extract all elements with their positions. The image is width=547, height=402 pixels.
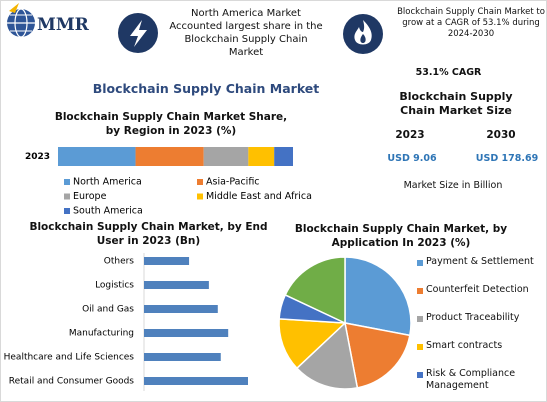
main-title: Blockchain Supply Chain Market [92,81,320,96]
chart-title: Blockchain Supply Chain Market Share, by… [54,111,288,137]
bar [144,353,221,361]
size-value: USD 9.06 [387,153,437,164]
size-note: Market Size in Billion [403,180,503,191]
legend-swatch [64,208,70,214]
pie-slice [344,256,412,337]
y-tick-label: Manufacturing [69,329,134,339]
market-size-title: Blockchain Supply Chain Market Size [399,90,513,118]
y-tick-label: Retail and Consumer Goods [9,377,135,387]
y-tick-label: Logistics [95,281,134,291]
legend-swatch [64,179,70,185]
legend-label: Payment & Settlement [426,256,534,267]
legend-swatch [417,344,423,350]
year: 2030 [486,129,516,141]
pie-slice [344,322,411,389]
bar-segment [203,147,249,166]
bar [144,305,218,313]
bar-segment [248,147,275,166]
bar-segment [58,147,136,166]
y-tick-label: Healthcare and Life Sciences [4,353,135,363]
legend-label: North America [73,177,142,188]
y-tick-label: 2023 [25,152,50,162]
legend-label: Counterfeit Detection [426,284,529,295]
y-tick-label: Oil and Gas [82,305,134,315]
logo-globe [7,3,35,38]
icon-flame [343,14,383,54]
y-tick-label: Others [104,257,135,267]
bar-segment [274,147,293,166]
legend-label: Risk & Compliance Management [426,368,516,391]
legend-label: Product Traceability [426,312,520,323]
legend-swatch [197,193,203,200]
chart-title: Blockchain Supply Chain Market, by Appli… [294,223,508,249]
legend-swatch [417,372,423,378]
legend-label: Middle East and Africa [206,191,312,202]
pie-slice [295,321,359,390]
logo-text: MMR [37,15,89,35]
legend-label: Europe [73,191,107,202]
size-value: USD 178.69 [475,153,539,164]
legend-swatch [197,179,203,185]
cagr: 53.1% CAGR [415,67,482,78]
bar-segment [135,147,204,166]
pie-slice [284,256,346,325]
bar [144,329,229,337]
legend-label: South America [73,206,143,217]
legend-swatch [417,288,423,294]
bar [144,377,248,385]
bar [144,281,209,289]
chart-title: Blockchain Supply Chain Market, by End U… [29,221,268,247]
legend-label: Smart contracts [426,340,503,351]
year: 2023 [395,129,425,141]
highlight-text: North America Market Accounted largest s… [169,8,323,58]
highlight-text: Blockchain Supply Chain Market to grow a… [397,7,545,40]
legend-swatch [417,260,423,266]
legend-swatch [64,193,70,200]
legend-swatch [417,316,423,322]
bar [144,257,190,265]
icon-lightning [118,13,158,53]
legend-label: Asia-Pacific [206,177,260,188]
